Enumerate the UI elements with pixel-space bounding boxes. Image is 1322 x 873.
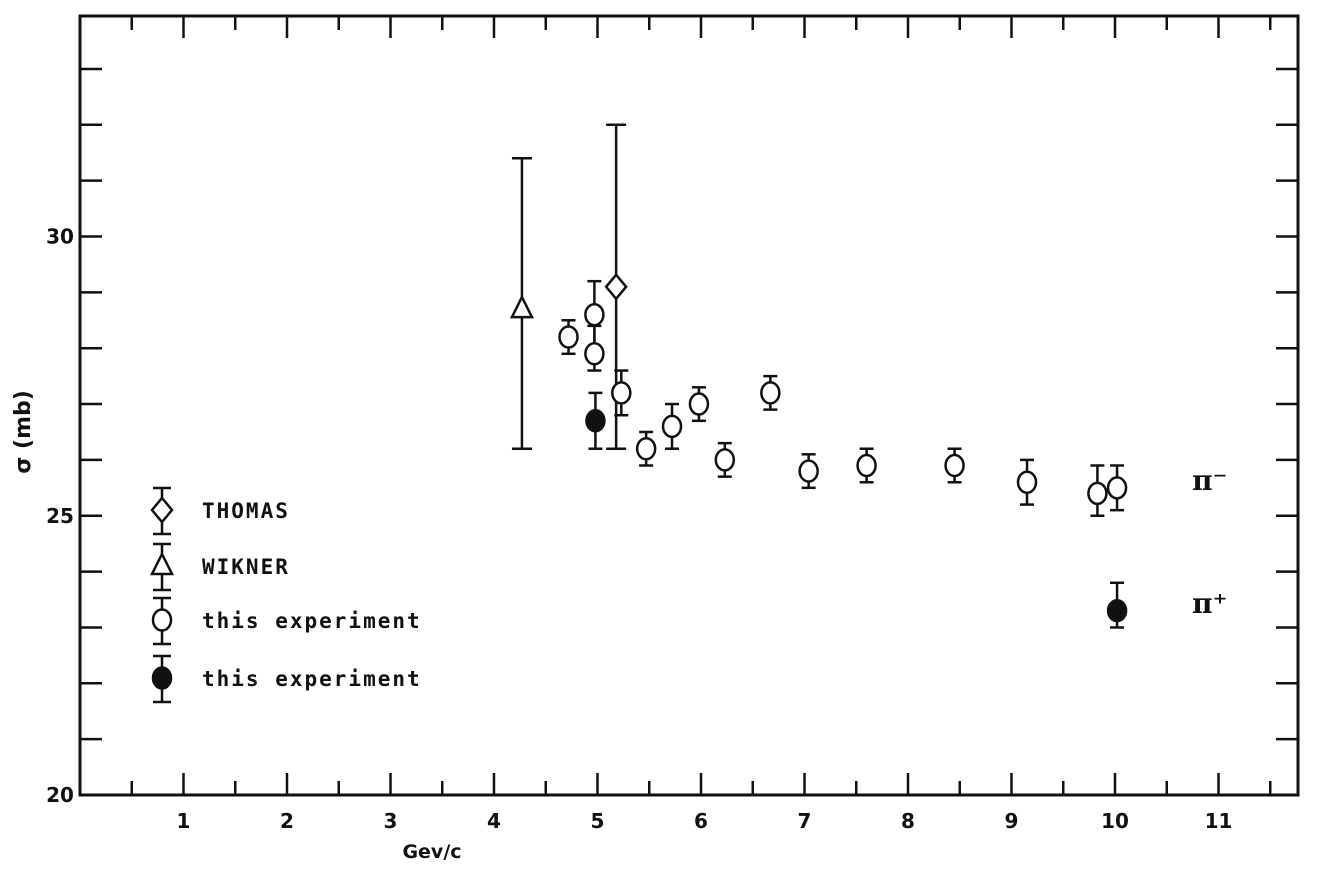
open-circle-marker [856,453,877,478]
diamond-marker [150,496,174,524]
x-tick-label: 1 [177,809,191,833]
open-circle-marker [661,414,683,439]
series-annotations: π⁻ π⁺ [1192,464,1227,620]
open-circle-marker [714,448,736,472]
diamond-marker [604,272,628,301]
data-points [509,123,1128,629]
y-axis-label: σ (mb) [11,390,36,474]
x-tick-label: 2 [280,809,294,833]
axis-tick-labels: 1 2 3 4 5 6 7 8 9 10 11 20 25 30 [46,225,1232,834]
x-tick-label: 10 [1101,809,1129,833]
plot-frame [78,14,1300,797]
x-tick-label: 5 [591,809,605,833]
y-tick-label: 20 [46,783,74,807]
pi-minus-label: π⁻ [1192,464,1227,497]
x-tick-label: 7 [798,809,812,833]
open-circle-marker [798,459,819,483]
legend-label: THOMAS [202,499,290,523]
open-circle-marker [151,608,173,632]
filled-circle-marker [151,666,173,690]
x-tick-label: 9 [1005,809,1019,833]
pi-plus-label: π⁺ [1192,587,1227,620]
open-circle-marker [688,392,710,416]
open-circle-marker [558,325,579,349]
x-tick-label: 6 [694,809,708,833]
open-circle-marker [1016,470,1038,494]
y-tick-label: 25 [46,504,74,528]
x-axis-label: Gev/c [402,841,461,863]
open-circle-marker [1087,481,1108,506]
open-circle-marker [611,381,632,405]
open-circle-marker [760,381,781,405]
x-tick-label: 8 [901,809,915,833]
open-circle-marker [584,342,605,366]
open-circle-marker [944,453,965,478]
open-circle-marker [1106,476,1128,500]
y-tick-label: 30 [46,225,74,249]
legend-label: WIKNER [202,555,290,579]
x-tick-label: 4 [487,809,501,833]
x-tick-label: 3 [384,809,398,833]
triangle-marker [509,294,534,319]
filled-circle-marker [1106,598,1128,623]
axis-labels: Gev/c σ (mb) [11,390,462,863]
x-tick-label: 11 [1205,809,1233,833]
filled-circle-marker [585,409,606,433]
legend-label: this experiment [202,609,422,633]
triangle-marker [149,551,175,576]
legend: THOMAS WIKNER this experiment this experime… [149,486,422,704]
legend-label: this experiment [202,667,422,691]
open-circle-marker [584,302,605,327]
axis-ticks [80,16,1298,795]
open-circle-marker [635,436,657,461]
